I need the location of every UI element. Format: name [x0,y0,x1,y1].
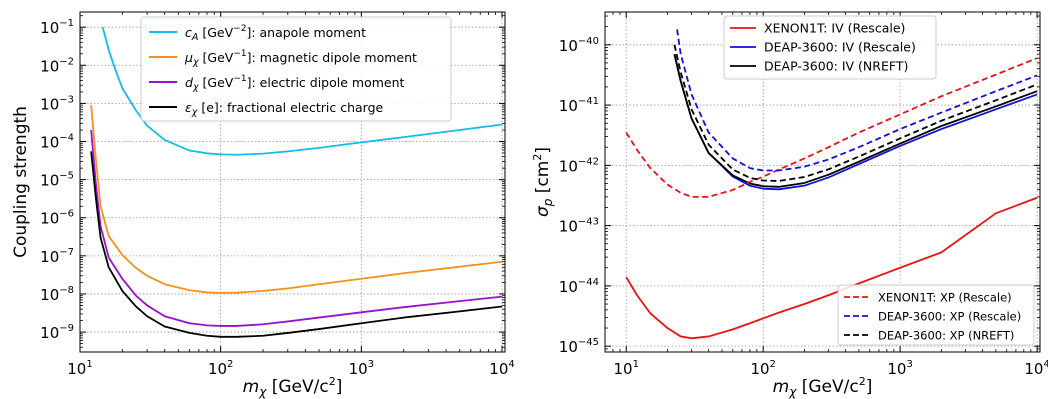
legend-entry: XENON1T: XP (Rescale) [878,291,1012,305]
chart-panel-2: 101 102 103 104 10−45 10−44 10−43 10−42 10−41 10−… [531,11,1048,399]
y-axis-label: σp [cm2] [531,147,555,217]
legend-entry: DEAP-3600: IV (Rescale) [764,40,916,55]
legend-entry: εχ [e]: fractional electric charge [185,100,384,118]
y-tick-label: 10−2 [40,56,74,75]
series-line-1 [101,26,503,156]
plot-frame [604,11,1041,353]
legend-entry: DEAP-3600: XP (Rescale) [878,310,1021,324]
x-tick-label: 101 [67,359,92,378]
legend-entry: dχ [GeV−1]: electric dipole moment [185,74,405,93]
chart-panel-1: 101 102 103 104 10−9 10−8 10−7 10−6 10−5 10−4 10−3… [11,11,515,399]
legend-box [723,15,937,80]
legend-entry: DEAP-3600: XP (NREFT) [878,329,1014,343]
y-axis-label: Coupling strength [11,106,31,258]
series-line-2 [90,105,503,294]
x-tick-label: 104 [1024,359,1048,378]
legend-2: XENON1T: XP (Rescale) DEAP-3600: XP (Resc… [837,284,1035,346]
plot-frame [79,11,506,353]
y-tick-label: 10−4 [40,133,74,152]
x-tick-label: 102 [750,359,775,378]
x-tick-label: 101 [613,359,638,378]
y-tick-label: 10−1 [40,18,74,37]
legend-entry: μχ [GeV−1]: magnetic dipole moment [184,49,417,68]
series-line-3 [90,129,503,327]
series-line-3 [673,53,1038,188]
x-axis-label: mχ [GeV/c2] [773,375,873,399]
legend-entry: XENON1T: IV (Rescale) [764,21,905,36]
legend-entry: DEAP-3600: IV (NREFT) [764,59,908,74]
x-tick-label: 104 [489,359,514,378]
legend-box [837,284,1035,346]
y-tick-label: 10−40 [559,36,599,55]
y-tick-label: 10−6 [40,209,74,228]
series-line-4 [90,151,503,338]
x-tick-label: 103 [887,359,912,378]
y-tick-label: 10−42 [559,156,599,175]
y-tick-label: 10−3 [40,94,74,113]
y-tick-label: 10−43 [559,217,599,236]
y-tick-label: 10−9 [40,323,74,342]
series-line-5 [676,29,1038,172]
y-tick-label: 10−5 [40,171,74,190]
legend-entry: cA [GeV−2]: anapole moment [185,24,366,43]
y-tick-label: 10−45 [559,337,599,356]
y-tick-label: 10−41 [559,96,599,115]
legend-box [140,16,452,122]
legend-1: XENON1T: IV (Rescale) DEAP-3600: IV (Resc… [723,15,937,80]
x-tick-label: 102 [208,359,233,378]
x-tick-label: 103 [349,359,374,378]
legend: cA [GeV−2]: anapole moment μχ [GeV−1]: ma… [140,16,452,122]
series-line-6 [673,44,1038,182]
y-tick-label: 10−8 [40,285,74,304]
x-axis-label: mχ [GeV/c2] [243,375,343,399]
y-tick-label: 10−44 [559,277,599,296]
y-tick-label: 10−7 [40,247,74,266]
series-line-7 [625,196,1038,340]
